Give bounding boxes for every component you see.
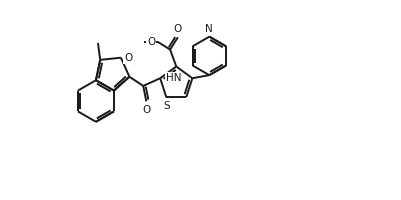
Text: S: S: [162, 101, 169, 111]
Text: O: O: [173, 24, 182, 34]
Text: O: O: [147, 37, 155, 47]
Text: O: O: [142, 105, 150, 115]
Text: N: N: [205, 24, 213, 34]
Text: O: O: [124, 53, 132, 63]
Text: HN: HN: [165, 73, 180, 83]
